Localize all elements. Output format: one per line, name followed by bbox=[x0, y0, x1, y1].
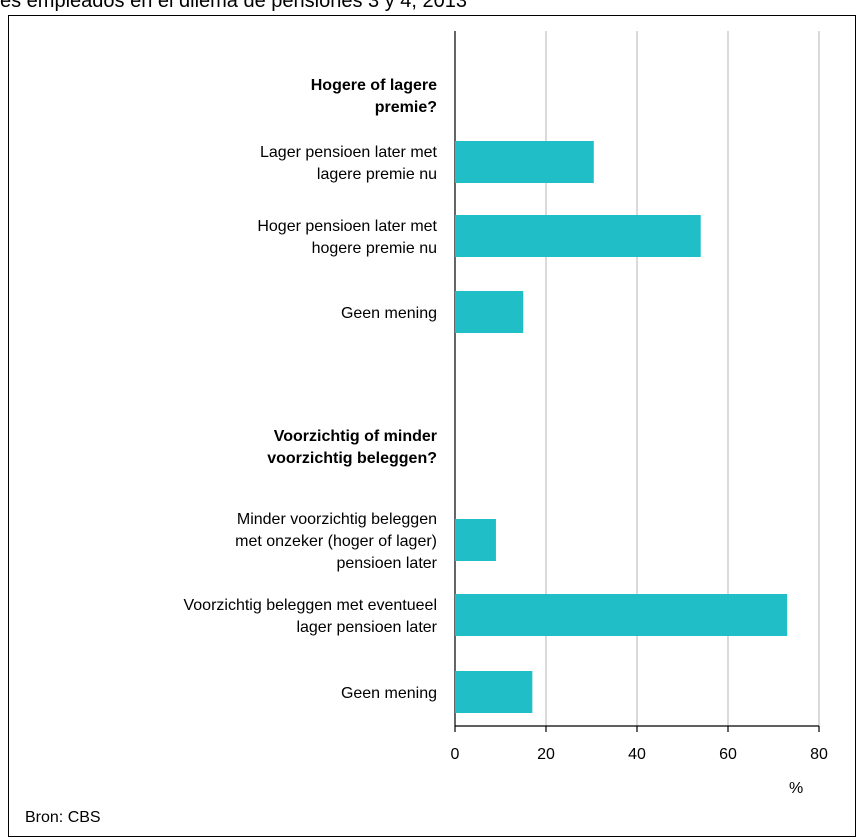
chart-title: es empleados en el dilema de pensiones 3… bbox=[0, 0, 467, 12]
group-header: premie? bbox=[375, 99, 437, 116]
bar-category-label: Voorzichtig beleggen met eventueel bbox=[183, 597, 437, 614]
bar-category-label: Hoger pensioen later met bbox=[257, 218, 437, 235]
bar-category-label: hogere premie nu bbox=[312, 240, 437, 257]
x-tick-label: 40 bbox=[628, 746, 646, 763]
bar bbox=[455, 519, 496, 561]
x-tick-label: 60 bbox=[719, 746, 737, 763]
x-unit-label: % bbox=[789, 780, 803, 797]
bar bbox=[455, 291, 524, 333]
bar-category-label: met onzeker (hoger of lager) bbox=[235, 533, 437, 550]
bar-category-label: pensioen later bbox=[336, 555, 437, 572]
bar bbox=[455, 141, 594, 183]
bar-category-label: Geen mening bbox=[341, 305, 437, 322]
bar bbox=[455, 215, 701, 257]
group-header: Voorzichtig of minder bbox=[274, 428, 437, 445]
bar-category-label: lagere premie nu bbox=[317, 166, 437, 183]
bar-chart: 0 20 40 60 80% Hogere of lagere premie? Lager p… bbox=[25, 31, 828, 826]
group-header: voorzichtig beleggen? bbox=[267, 450, 437, 467]
bar bbox=[455, 594, 788, 636]
bar-category-label: Lager pensioen later met bbox=[260, 144, 438, 161]
chart-frame: 0 20 40 60 80% Hogere of lagere premie? Lager p… bbox=[8, 15, 856, 837]
x-tick-label: 80 bbox=[810, 746, 828, 763]
bar-category-label: lager pensioen later bbox=[296, 619, 437, 636]
bar bbox=[455, 671, 533, 713]
group-header: Hogere of lagere bbox=[311, 77, 437, 94]
x-tick-label: 0 bbox=[451, 746, 460, 763]
source-note: Bron: CBS bbox=[25, 809, 101, 826]
x-tick-label: 20 bbox=[537, 746, 555, 763]
bar-category-label: Geen mening bbox=[341, 685, 437, 702]
bar-category-label: Minder voorzichtig beleggen bbox=[237, 511, 437, 528]
